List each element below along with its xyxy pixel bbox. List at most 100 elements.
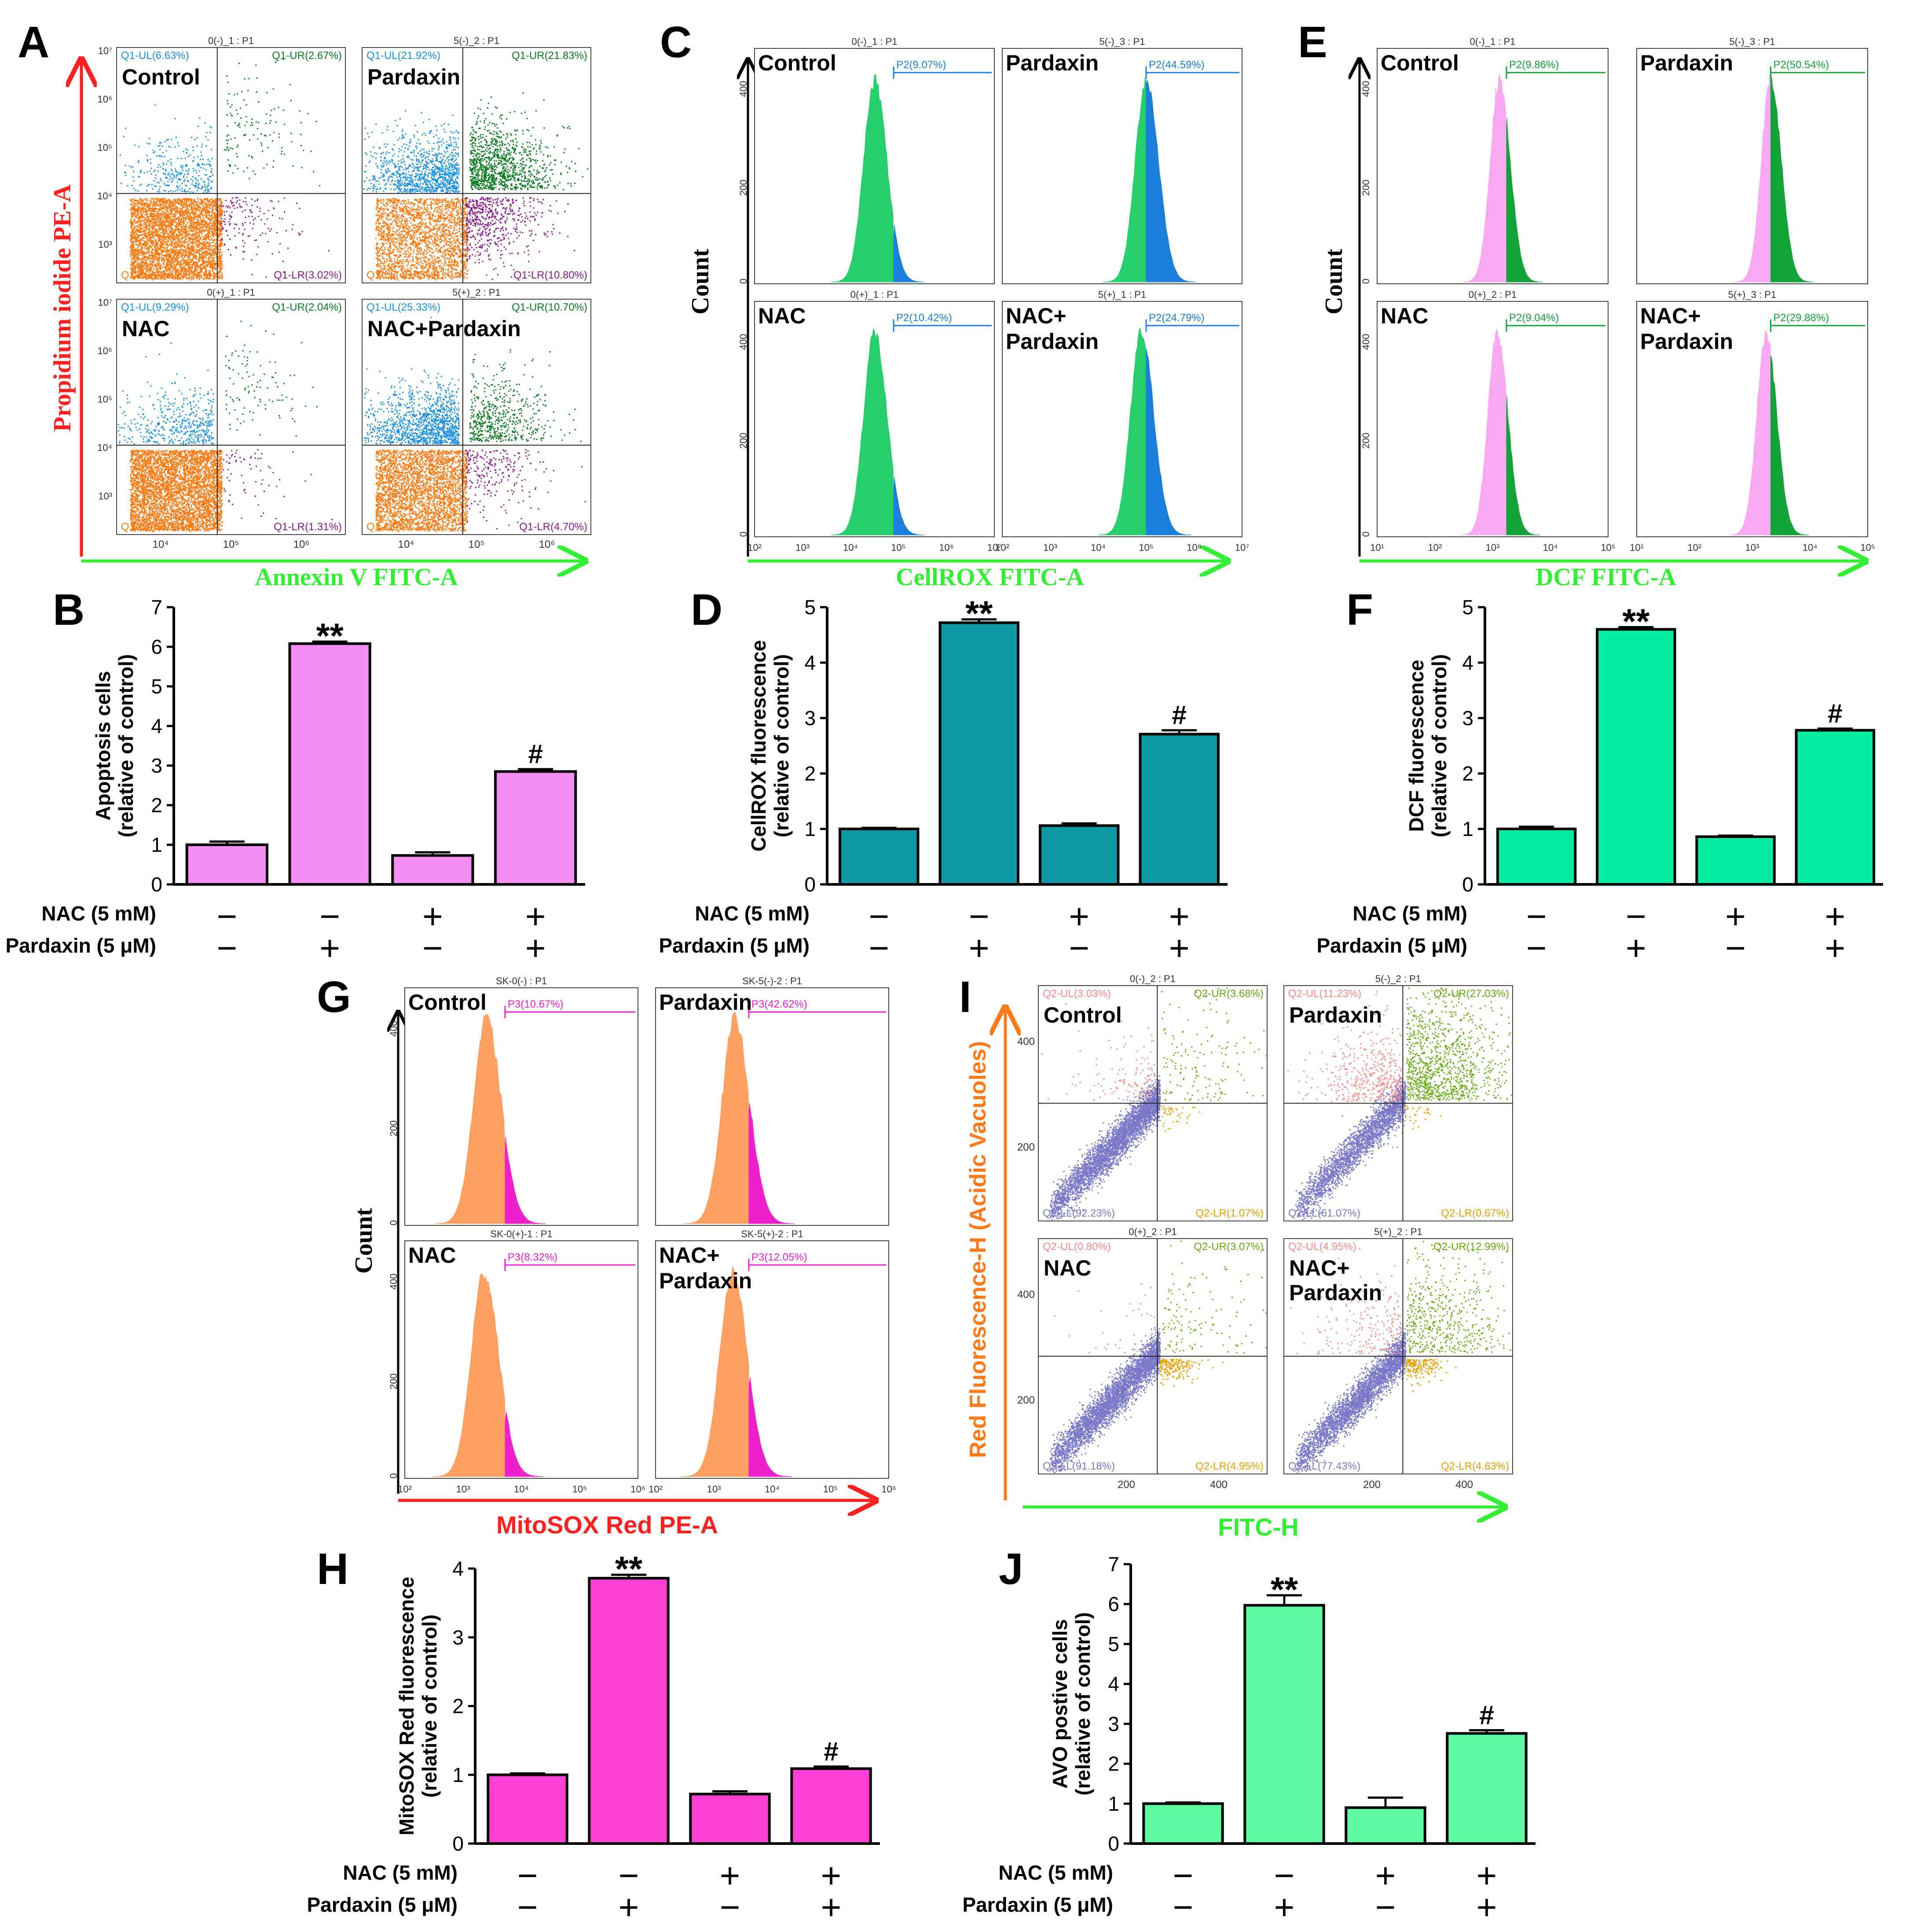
count-axis-label-c: Count (687, 249, 714, 315)
y-tick-label: 0 (452, 1832, 464, 1855)
pardaxin-sign: + (525, 928, 546, 968)
plot-frame (1636, 48, 1868, 284)
bar-pardaxin (288, 642, 371, 886)
nac-sign: + (1169, 897, 1190, 936)
plot-frame (1002, 48, 1242, 284)
panel-letter-c: C (660, 18, 692, 67)
panel-i-plot-2: 0(+)_2 : P1 Q2-UL(0.80%) Q2-UR(3.07%) Q2-LL… (1017, 1226, 1268, 1491)
y-tick-label: 0 (1462, 873, 1473, 896)
panel-letter-e: E (1298, 18, 1327, 67)
x-tick-label: 10⁵ (572, 1484, 587, 1495)
x-tick-label: 10² (649, 1484, 663, 1495)
scatter-dots (1290, 1241, 1511, 1474)
sample-name: Control (1044, 1003, 1122, 1027)
nac-row-label: NAC (5 mM) (343, 1861, 458, 1884)
plot-header: 5(-)_3 : P1 (1099, 36, 1145, 47)
x-tick-label: 10⁶ (539, 539, 555, 550)
avo-axis-label: Red Fluorescence-H (Acidic Vacuoles) (965, 1041, 991, 1458)
mitosox-axis-label: MitoSOX Red PE-A (496, 1511, 718, 1539)
sample-name-line2: Pardaxin (659, 1268, 752, 1293)
bar-nac-pardaxin (1139, 733, 1220, 886)
sample-name: NAC+ (1289, 1256, 1350, 1280)
y-tick-label: 10⁷ (98, 297, 112, 308)
dot-cloud (375, 449, 469, 532)
count-axis-label-g: Count (350, 1208, 377, 1274)
bar-nac-pardaxin (1446, 1732, 1528, 1845)
panel-a-plot-0: 0(-)_1 : P1 Q1-UL(6.63%) Q1-UR(2.67%) Q1-LL… (97, 35, 346, 283)
histogram-main (683, 1011, 749, 1224)
plot-frame (655, 1240, 889, 1479)
x-tick-label: 400 (1210, 1479, 1228, 1491)
y-tick-label: 4 (1108, 1672, 1119, 1695)
bar-control (839, 828, 920, 886)
significance-hash: # (824, 1737, 838, 1766)
y-tick-label: 0 (1360, 279, 1371, 284)
y-tick-label: 2 (452, 1695, 464, 1718)
nac-sign: − (969, 897, 989, 936)
y-tick-label: 2 (151, 794, 162, 817)
histogram-main (432, 1273, 506, 1477)
pardaxin-sign: − (720, 1888, 740, 1927)
dot-cloud (1160, 1358, 1224, 1387)
histogram-gated (1770, 77, 1814, 282)
x-tick-label: 10³ (1486, 542, 1500, 553)
plot-header: 0(+)_2 : P1 (1469, 289, 1517, 300)
quadrant-ll-label: Q2-LL(77.43%) (1288, 1460, 1360, 1472)
x-tick-label: 10⁶ (293, 539, 310, 550)
y-tick-label: 0 (151, 873, 162, 896)
y-tick-label: 3 (804, 707, 816, 730)
dot-cloud (363, 316, 460, 445)
x-tick-label: 10³ (795, 542, 810, 553)
panel-c-plot-1: 5(-)_3 : P1 P2(44.59%) Pardaxin (1002, 36, 1242, 284)
nac-sign: + (1477, 1856, 1497, 1895)
y-axis-label: DCF fluorescence (1405, 660, 1428, 832)
bar-control (1496, 828, 1577, 886)
y-tick-label: 6 (151, 635, 162, 658)
scatter-dots (1041, 987, 1267, 1221)
panel-a-plot-2: 0(+)_1 : P1 Q1-UL(9.29%) Q1-UR(2.04%) Q1-LL… (97, 287, 346, 550)
y-tick-label: 5 (151, 675, 162, 698)
panel-letter-d: D (691, 585, 722, 634)
y-axis-label: MitoSOX Red fluorescence (395, 1577, 418, 1836)
quadrant-ul-label: Q2-UL(3.03%) (1043, 988, 1111, 1000)
histogram-main (1103, 77, 1147, 282)
pardaxin-row-label: Pardaxin (5 μM) (962, 1893, 1113, 1916)
y-axis-label-line2: (relative of control) (770, 654, 793, 838)
x-tick-label: 10³ (1043, 542, 1057, 553)
pardaxin-sign: − (1173, 1888, 1194, 1927)
plot-header: 5(+)_1 : P1 (1098, 289, 1146, 300)
quadrant-ll-label: Q2-LL(91.18%) (1043, 1460, 1115, 1472)
y-tick-label: 10³ (98, 239, 112, 250)
bar-pardaxin (1243, 1604, 1325, 1845)
pardaxin-row-label: Pardaxin (5 μM) (1316, 934, 1467, 957)
nac-sign: + (720, 1856, 740, 1895)
quadrant-lr-label: Q1-LR(4.70%) (519, 521, 587, 533)
pardaxin-sign: + (821, 1888, 842, 1927)
x-tick-label: 10⁵ (1139, 542, 1154, 553)
nac-sign: + (422, 897, 443, 936)
sample-name: NAC (122, 316, 169, 341)
dot-cloud (469, 92, 589, 191)
sample-name: NAC (1044, 1256, 1091, 1280)
significance-double-star: ** (1271, 1570, 1298, 1609)
nac-row-label: NAC (5 mM) (41, 902, 156, 925)
plot-header: 5(+)_3 : P1 (1728, 289, 1776, 300)
x-tick-label: 10⁵ (469, 539, 485, 550)
quadrant-ur-label: Q2-UR(12.99%) (1433, 1241, 1509, 1253)
gate-label: P3(8.32%) (508, 1251, 557, 1263)
x-tick-label: 10⁶ (881, 1484, 896, 1495)
significance-hash: # (1172, 700, 1187, 730)
x-tick-label: 10¹ (1370, 542, 1384, 553)
y-tick-label: 0 (388, 1220, 399, 1225)
y-tick-label: 10³ (98, 491, 112, 502)
bar-pardaxin (588, 1576, 670, 1845)
quadrant-lr-label: Q1-LR(3.02%) (274, 269, 342, 281)
dot-cloud (1049, 1327, 1161, 1474)
nac-sign: + (821, 1856, 842, 1895)
pardaxin-sign: + (1626, 928, 1646, 968)
bar-chart-b: 0 1 2 3 4 5 6 7 Apoptosis cells (relative of cont… (5, 596, 585, 968)
significance-double-star: ** (615, 1549, 643, 1588)
sample-name: Control (408, 990, 487, 1015)
dot-cloud (1290, 1248, 1402, 1355)
x-tick-label: 10⁷ (1235, 542, 1249, 553)
